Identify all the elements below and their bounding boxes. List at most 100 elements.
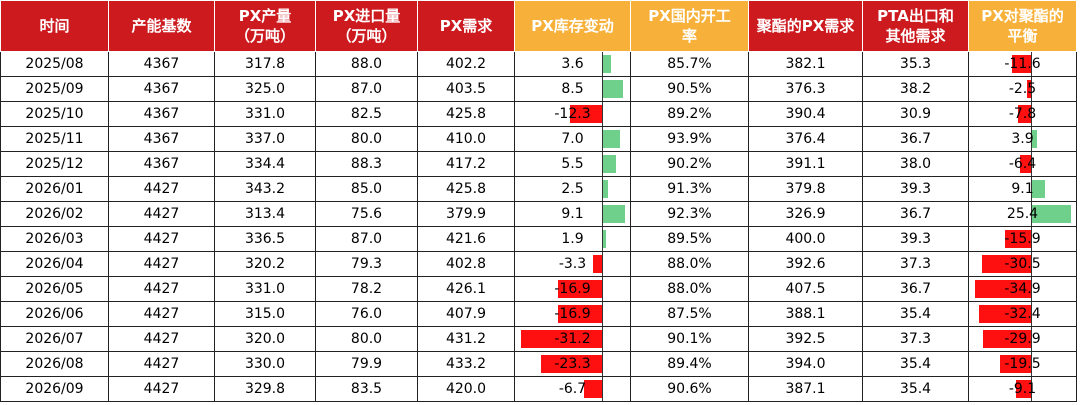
bar-axis [1030, 227, 1032, 251]
cell-text: -12.3 [554, 106, 591, 122]
cell: 90.6% [630, 376, 749, 402]
cell: 394.0 [748, 351, 863, 377]
header-cell: 产能基数 [108, 0, 215, 52]
cell: 433.2 [417, 351, 515, 377]
cell: 93.9% [630, 126, 749, 152]
cell-text: -7.8 [1008, 106, 1037, 122]
data-row: 2025/10 4367 331.0 82.5 425.8 -12.3 89.2% 390.4… [0, 101, 1077, 127]
data-bar [982, 330, 1031, 348]
cell: 3.6 [514, 51, 631, 77]
cell: 2026/08 [0, 351, 109, 377]
cell: 402.8 [417, 251, 515, 277]
cell: 376.3 [748, 76, 863, 102]
bar-axis [1030, 277, 1032, 301]
cell: -3.3 [514, 251, 631, 277]
cell: 320.2 [214, 251, 316, 277]
data-bar [557, 280, 602, 298]
bar-axis [1030, 377, 1032, 401]
cell: 315.0 [214, 301, 316, 327]
bar-axis [601, 127, 603, 151]
cell: 334.4 [214, 151, 316, 177]
data-row: 2025/11 4367 337.0 80.0 410.0 7.0 93.9% 376.4 36… [0, 126, 1077, 152]
cell: -30.5 [968, 251, 1077, 277]
cell: -9.1 [968, 376, 1077, 402]
cell: 313.4 [214, 201, 316, 227]
cell: 85.7% [630, 51, 749, 77]
cell: 36.7 [862, 126, 969, 152]
cell: 25.4 [968, 201, 1077, 227]
cell: 79.3 [315, 251, 418, 277]
data-bar [601, 55, 611, 73]
cell: 2026/09 [0, 376, 109, 402]
data-row: 2026/08 4427 330.0 79.9 433.2 -23.3 89.4% 394.0… [0, 351, 1077, 377]
cell: 388.1 [748, 301, 863, 327]
cell: 403.5 [417, 76, 515, 102]
cell: 88.0% [630, 276, 749, 302]
data-row: 2026/05 4427 331.0 78.2 426.1 -16.9 88.0% 407.5… [0, 276, 1077, 302]
data-bar [541, 355, 602, 373]
cell-text: -15.9 [1004, 231, 1041, 247]
cell: 337.0 [214, 126, 316, 152]
data-bar [1016, 380, 1031, 398]
cell-text: -23.3 [554, 356, 591, 372]
cell: 2025/11 [0, 126, 109, 152]
header-cell: 聚酯的PX需求 [748, 0, 863, 52]
data-bar [601, 155, 616, 173]
cell: 343.2 [214, 176, 316, 202]
header-cell: 时间 [0, 0, 109, 52]
cell: -6.7 [514, 376, 631, 402]
cell: 38.2 [862, 76, 969, 102]
cell: 2026/05 [0, 276, 109, 302]
cell: 379.9 [417, 201, 515, 227]
cell: 4367 [108, 126, 215, 152]
cell-text: 9.1 [561, 206, 584, 222]
cell: -2.5 [968, 76, 1077, 102]
cell: 2025/10 [0, 101, 109, 127]
bar-axis [601, 252, 603, 276]
cell: 4427 [108, 301, 215, 327]
data-bar [601, 230, 607, 248]
cell: 410.0 [417, 126, 515, 152]
bar-axis [1030, 77, 1032, 101]
cell: 402.2 [417, 51, 515, 77]
header-cell: PTA出口和 其他需求 [862, 0, 969, 52]
data-bar [1020, 155, 1031, 173]
cell-text: 3.6 [561, 56, 584, 72]
cell: 87.0 [315, 226, 418, 252]
bar-axis [1030, 177, 1032, 201]
cell: 90.1% [630, 326, 749, 352]
cell: 4427 [108, 226, 215, 252]
cell-text: -9.1 [1008, 381, 1037, 397]
cell-text: -16.9 [554, 281, 591, 297]
cell: 90.5% [630, 76, 749, 102]
header-cell: PX产量 （万吨） [214, 0, 316, 52]
cell: 78.2 [315, 276, 418, 302]
data-bar [1005, 230, 1031, 248]
bar-axis [1030, 52, 1032, 76]
data-row: 2026/09 4427 329.8 83.5 420.0 -6.7 90.6% 387.1 3… [0, 376, 1077, 402]
cell: 4427 [108, 251, 215, 277]
data-row: 2026/01 4427 343.2 85.0 425.8 2.5 91.3% 379.8 39… [0, 176, 1077, 202]
data-bar [1030, 205, 1071, 223]
data-bar [982, 255, 1031, 273]
cell: 4367 [108, 151, 215, 177]
cell-text: -29.9 [1004, 331, 1041, 347]
cell: 87.0 [315, 76, 418, 102]
cell: 379.8 [748, 176, 863, 202]
cell: 3.9 [968, 126, 1077, 152]
cell: 75.6 [315, 201, 418, 227]
cell: 89.4% [630, 351, 749, 377]
cell: 35.4 [862, 351, 969, 377]
cell: -11.6 [968, 51, 1077, 77]
data-bar [557, 305, 602, 323]
cell: 407.9 [417, 301, 515, 327]
data-bar [601, 130, 620, 148]
cell: 4427 [108, 276, 215, 302]
bar-axis [601, 227, 603, 251]
data-row: 2026/03 4427 336.5 87.0 421.6 1.9 89.5% 400.0 39… [0, 226, 1077, 252]
cell: 417.2 [417, 151, 515, 177]
cell: 387.1 [748, 376, 863, 402]
data-bar [975, 280, 1031, 298]
